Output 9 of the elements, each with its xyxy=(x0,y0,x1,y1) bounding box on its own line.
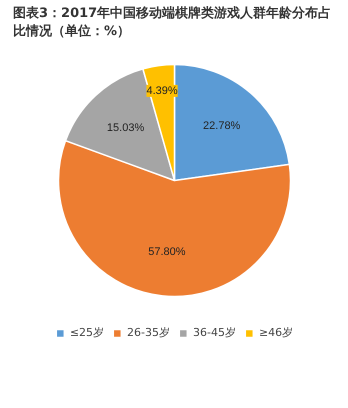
legend-label: ≥46岁 xyxy=(258,325,294,340)
legend-label: ≤25岁 xyxy=(70,325,104,340)
data-label: 22.78% xyxy=(203,120,241,133)
chart-title: 图表3：2017年中国移动端棋牌类游戏人群年龄分布占比情况（单位：%） xyxy=(13,5,332,42)
legend-label: 26-35岁 xyxy=(127,325,170,340)
legend-label: 36-45岁 xyxy=(193,325,236,340)
data-label: 57.80% xyxy=(148,246,186,258)
data-label: 4.39% xyxy=(146,85,178,98)
data-label: 15.03% xyxy=(106,122,144,134)
